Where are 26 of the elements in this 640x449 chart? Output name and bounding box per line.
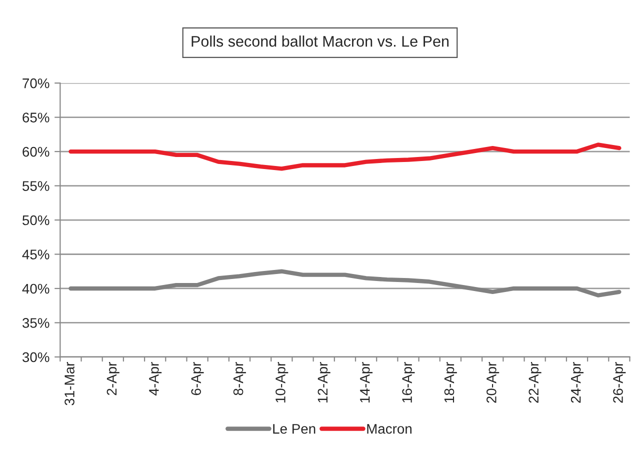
- x-tick-label: 31-Mar: [64, 362, 74, 406]
- y-tick-label: 65%: [22, 112, 50, 122]
- y-tick-label: 40%: [22, 284, 50, 294]
- x-tick-label: 4-Apr: [149, 362, 162, 396]
- legend-label: Macron: [367, 424, 412, 434]
- x-tick-label: 14-Apr: [360, 362, 373, 402]
- x-tick-label: 10-Apr: [276, 362, 288, 402]
- x-tick-label: 24-Apr: [570, 362, 584, 403]
- x-tick-label: 26-Apr: [613, 362, 626, 403]
- y-tick-label: 45%: [22, 250, 50, 260]
- x-tick-label: 6-Apr: [191, 362, 204, 396]
- y-tick-label: 60%: [22, 146, 50, 157]
- x-tick-label: 8-Apr: [233, 362, 246, 396]
- y-tick-label: 35%: [22, 318, 50, 328]
- x-tick-label: 22-Apr: [528, 362, 542, 403]
- x-tick-label: 16-Apr: [402, 362, 415, 402]
- y-tick-label: 55%: [22, 181, 50, 191]
- x-tick-label: 12-Apr: [318, 362, 330, 402]
- legend-label: Le Pen: [273, 424, 316, 434]
- x-tick-label: 2-Apr: [106, 362, 120, 396]
- y-tick-label: 70%: [22, 78, 50, 88]
- chart-title: Polls second ballot Macron vs. Le Pen: [192, 36, 449, 47]
- y-tick-label: 50%: [22, 215, 50, 226]
- y-tick-label: 30%: [22, 352, 50, 362]
- x-tick-label: 20-Apr: [486, 362, 500, 403]
- x-tick-label: 18-Apr: [444, 362, 457, 402]
